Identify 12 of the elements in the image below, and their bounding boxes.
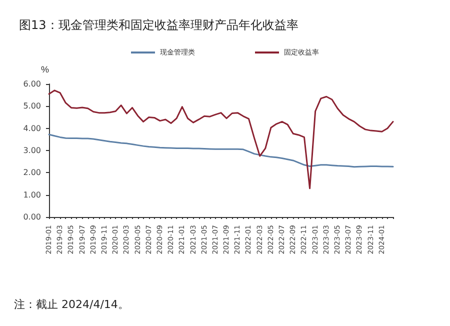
y-axis-title: % <box>40 64 49 74</box>
y-tick-label: 3.00 <box>23 146 41 155</box>
chart-title: 图13：现金管理类和固定收益率理财产品年化收益率 <box>19 18 298 32</box>
y-tick-label: 2.00 <box>23 168 41 178</box>
y-tick-label: 4.00 <box>23 124 41 133</box>
y-tick-label: 6.00 <box>23 80 41 88</box>
y-tick-label: 0.00 <box>23 212 41 222</box>
line-series <box>48 90 394 190</box>
y-tick-label: 1.00 <box>23 190 41 200</box>
text: 注：截止 2024/4/14。 <box>14 298 129 311</box>
y-tick-label: 5.00 <box>23 102 41 111</box>
line-series <box>48 134 394 168</box>
